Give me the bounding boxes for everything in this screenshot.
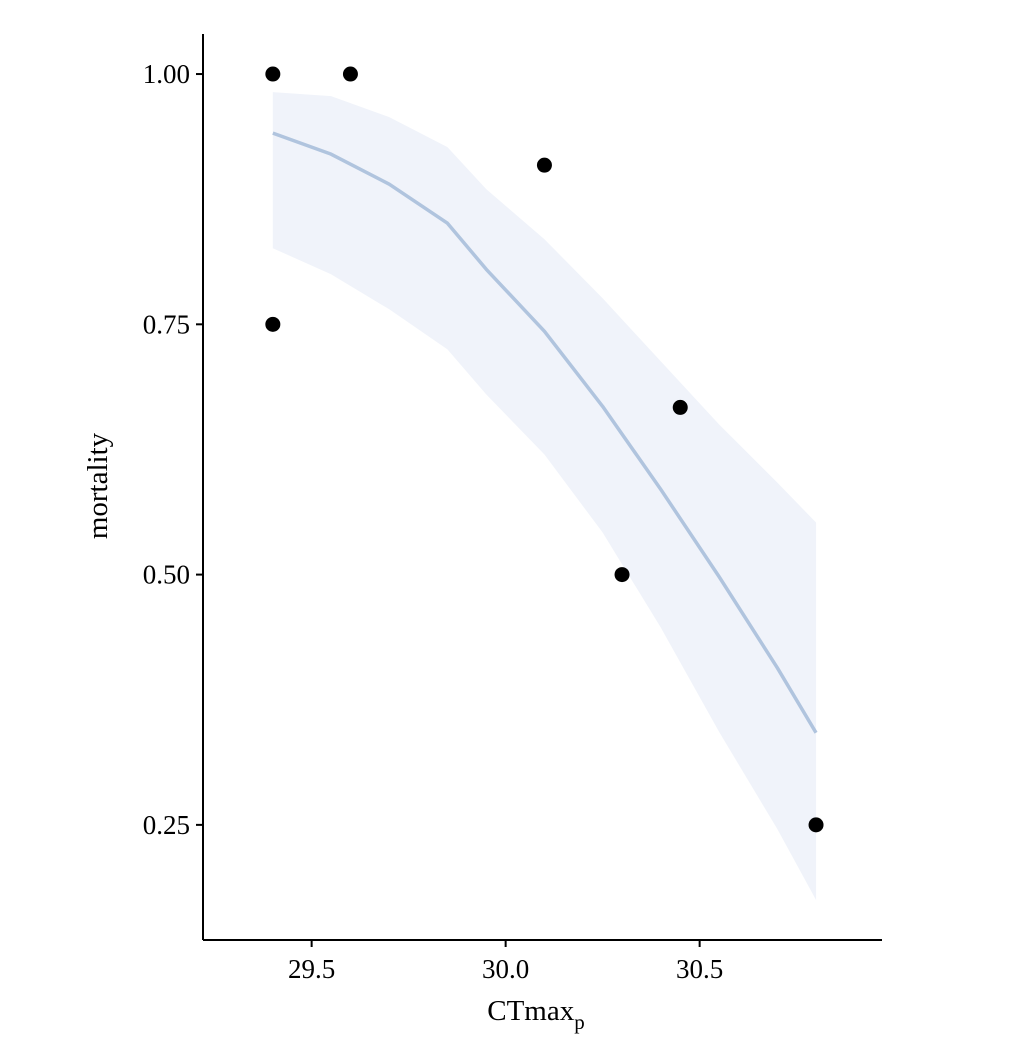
x-tick-label: 29.5: [288, 954, 335, 984]
data-point: [614, 567, 630, 583]
y-tick-label: 0.25: [143, 810, 190, 840]
y-tick-label: 0.75: [143, 309, 190, 339]
y-ticks: 0.25 0.50 0.75 1.00: [143, 59, 203, 840]
confidence-ribbon-layer: [272, 92, 817, 900]
data-point: [536, 157, 552, 173]
x-axis-title: CTmaxp: [487, 995, 585, 1034]
fit-line-layer: [272, 131, 818, 734]
x-axis-title-main: CTmax: [487, 995, 574, 1027]
y-axis-title: mortality: [82, 432, 114, 539]
x-axis-title-subscript: p: [574, 1010, 585, 1034]
data-point: [265, 66, 281, 82]
data-point: [342, 66, 358, 82]
confidence-ribbon: [272, 92, 817, 900]
axes: [202, 34, 882, 941]
x-ticks: 29.5 30.0 30.5: [288, 940, 723, 984]
y-tick-label: 1.00: [143, 59, 190, 89]
data-point: [808, 817, 824, 833]
fit-line: [272, 131, 818, 734]
x-tick-label: 30.5: [676, 954, 723, 984]
y-tick-label: 0.50: [143, 560, 190, 590]
x-tick-label: 30.0: [482, 954, 529, 984]
data-point: [672, 399, 688, 415]
data-points-layer: [265, 66, 824, 833]
data-point: [265, 316, 281, 332]
